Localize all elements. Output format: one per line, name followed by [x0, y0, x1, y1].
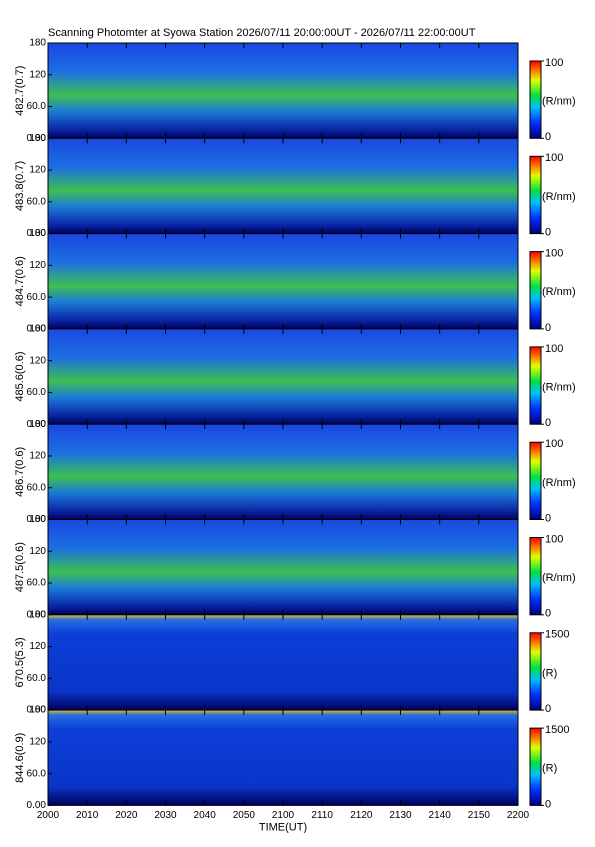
heatmap-image	[48, 233, 518, 329]
y-tick-label: 120	[29, 355, 46, 366]
colorbar-tick-label: 100	[545, 343, 563, 355]
colorbar-tick-label: 0	[545, 322, 551, 334]
x-tick-label: 2130	[389, 810, 412, 821]
y-axis-label: 483.8(0.7)	[14, 161, 26, 211]
heatmap-image	[48, 43, 518, 139]
y-tick-label: 0.00	[27, 705, 47, 716]
colorbar-tick-label: 0	[545, 703, 551, 715]
y-tick-label: 120	[29, 165, 46, 176]
heatmap-image	[48, 614, 518, 711]
x-tick-label: 2020	[115, 810, 138, 821]
y-tick-label: 60.0	[27, 578, 47, 589]
x-axis-label: TIME(UT)	[259, 821, 307, 833]
colorbar	[529, 251, 542, 330]
y-tick-label: 180	[29, 228, 46, 239]
colorbar-tick-label: 100	[545, 438, 563, 450]
colorbar-tick-label: 100	[545, 533, 563, 545]
y-axis-label: 482.7(0.7)	[14, 66, 26, 116]
y-tick-label: 0.00	[27, 228, 47, 239]
y-axis-label: 844.6(0.9)	[14, 733, 26, 783]
x-tick-label: 2120	[350, 810, 373, 821]
y-tick-label: 120	[29, 737, 46, 748]
colorbar-tick-label: 0	[545, 227, 551, 239]
y-tick-label: 0.00	[27, 324, 47, 335]
colorbar-tick-label: 1500	[545, 724, 569, 736]
colorbar-label: (R)	[542, 763, 557, 775]
y-tick-label: 180	[29, 419, 46, 430]
y-tick-label: 120	[29, 260, 46, 271]
y-tick-label: 0.00	[27, 419, 47, 430]
colorbar-label: (R/nm)	[542, 572, 576, 584]
y-tick-label: 60.0	[27, 292, 47, 303]
heatmap-image	[48, 710, 518, 806]
colorbar	[529, 441, 542, 521]
colorbar	[529, 155, 542, 235]
y-tick-label: 60.0	[27, 387, 47, 398]
y-axis-label: 487.5(0.6)	[14, 542, 26, 592]
heatmap-image	[48, 328, 518, 425]
colorbar	[529, 60, 542, 139]
x-tick-label: 2030	[154, 810, 177, 821]
y-tick-label: 120	[29, 546, 46, 557]
colorbar	[529, 346, 542, 425]
x-tick-label: 2200	[507, 810, 530, 821]
x-tick-label: 2040	[194, 810, 217, 821]
y-tick-label: 60.0	[27, 768, 47, 779]
x-tick-label: 2050	[233, 810, 256, 821]
colorbar-label: (R/nm)	[542, 286, 576, 298]
y-axis-label: 486.7(0.6)	[14, 447, 26, 497]
y-tick-label: 0.00	[27, 609, 47, 620]
y-tick-label: 120	[29, 451, 46, 462]
y-tick-label: 0.00	[27, 800, 47, 811]
chart-title: Scanning Photomter at Syowa Station 2026…	[48, 27, 476, 39]
y-tick-label: 60.0	[27, 196, 47, 207]
colorbar-tick-label: 0	[545, 798, 551, 810]
y-tick-label: 180	[29, 324, 46, 335]
colorbar-tick-label: 0	[545, 512, 551, 524]
y-tick-label: 180	[29, 38, 46, 49]
y-tick-label: 120	[29, 69, 46, 80]
heatmap-image	[48, 424, 518, 520]
colorbar-label: (R/nm)	[542, 96, 576, 108]
colorbar-tick-label: 0	[545, 608, 551, 620]
colorbar-label: (R)	[542, 667, 557, 679]
colorbar-tick-label: 100	[545, 248, 563, 260]
y-tick-label: 60.0	[27, 673, 47, 684]
y-tick-label: 120	[29, 641, 46, 652]
x-tick-label: 2110	[311, 810, 333, 821]
heatmap-image	[48, 519, 518, 615]
y-axis-label: 485.6(0.6)	[14, 351, 26, 401]
colorbar	[529, 727, 542, 806]
x-tick-label: 2150	[468, 810, 491, 821]
x-tick-label: 2010	[76, 810, 99, 821]
y-tick-label: 60.0	[27, 101, 47, 112]
y-tick-label: 180	[29, 705, 46, 716]
y-tick-label: 180	[29, 609, 46, 620]
colorbar-tick-label: 100	[545, 152, 563, 164]
colorbar-label: (R/nm)	[542, 381, 576, 393]
colorbar	[529, 537, 542, 616]
colorbar-tick-label: 0	[545, 417, 551, 429]
x-tick-label: 2140	[429, 810, 452, 821]
colorbar-tick-label: 1500	[545, 629, 569, 641]
heatmap-image	[48, 138, 518, 234]
colorbar-tick-label: 0	[545, 131, 551, 143]
colorbar-label: (R/nm)	[542, 477, 576, 489]
y-axis-label: 484.7(0.6)	[14, 256, 26, 306]
colorbar-label: (R/nm)	[542, 191, 576, 203]
colorbar-tick-label: 100	[545, 57, 563, 69]
x-tick-label: 2100	[272, 810, 295, 821]
y-tick-label: 180	[29, 514, 46, 525]
y-tick-label: 0.00	[27, 133, 47, 144]
colorbar	[529, 632, 542, 711]
y-tick-label: 0.00	[27, 514, 47, 525]
y-axis-label: 670.5(5.3)	[14, 637, 26, 687]
x-tick-label: 2000	[37, 810, 60, 821]
y-tick-label: 180	[29, 133, 46, 144]
y-tick-label: 60.0	[27, 482, 47, 493]
